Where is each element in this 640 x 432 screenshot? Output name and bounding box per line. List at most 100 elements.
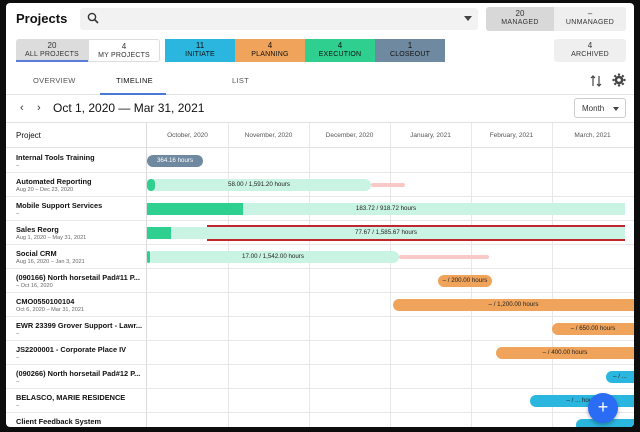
timeline-bar[interactable]: – / ... hours bbox=[530, 394, 634, 407]
unmanaged-count: – bbox=[587, 9, 593, 18]
project-row[interactable]: Sales Reorg Aug 1, 2020 – May 31, 2021 77.… bbox=[6, 221, 634, 245]
month-gridline bbox=[228, 123, 229, 427]
overdue-indicator bbox=[207, 239, 625, 241]
managed-count: 20 bbox=[515, 9, 525, 18]
progress-fill bbox=[147, 250, 150, 263]
project-name[interactable]: (090166) North horsetail Pad#11 P... bbox=[16, 273, 140, 282]
month-header: February, 2021 bbox=[489, 132, 534, 139]
project-name[interactable]: JS2200001 - Corporate Place IV bbox=[16, 345, 127, 354]
planning-label: PLANNING bbox=[251, 51, 289, 58]
my-projects-count: 4 bbox=[121, 42, 127, 51]
project-dates: – bbox=[16, 331, 20, 337]
all-projects-filter[interactable]: 20 ALL PROJECTS bbox=[16, 39, 88, 62]
planning-count: 4 bbox=[267, 41, 273, 50]
sort-icon[interactable] bbox=[590, 74, 602, 88]
project-name[interactable]: Automated Reporting bbox=[16, 177, 92, 186]
project-row[interactable]: EWR 23399 Grover Support - Lawr... – – / 6… bbox=[6, 317, 634, 341]
project-name[interactable]: CMO0550100104 bbox=[16, 297, 75, 306]
month-header: November, 2020 bbox=[244, 132, 293, 139]
project-name[interactable]: EWR 23399 Grover Support - Lawr... bbox=[16, 321, 143, 330]
archived-count: 4 bbox=[587, 41, 593, 50]
month-header: December, 2020 bbox=[325, 132, 374, 139]
project-row[interactable]: BELASCO, MARIE RESIDENCE – – / ... hours bbox=[6, 389, 634, 413]
project-row[interactable]: Mobile Support Services – 183.72 / 918.72 … bbox=[6, 197, 634, 221]
project-row[interactable]: (090266) North horsetail Pad#12 P... – – /… bbox=[6, 365, 634, 389]
project-name[interactable]: Client Feedback System bbox=[16, 417, 102, 426]
add-project-button[interactable]: + bbox=[588, 393, 618, 423]
project-row[interactable]: Social CRM Aug 16, 2020 – Jan 3, 2021 17.0… bbox=[6, 245, 634, 269]
month-gridline bbox=[390, 123, 391, 427]
project-name[interactable]: Mobile Support Services bbox=[16, 201, 103, 210]
view-tabs: OVERVIEW TIMELINE LIST bbox=[6, 69, 634, 95]
project-name[interactable]: BELASCO, MARIE RESIDENCE bbox=[16, 393, 126, 402]
project-name[interactable]: Sales Reorg bbox=[16, 225, 59, 234]
my-projects-label: MY PROJECTS bbox=[98, 52, 150, 59]
project-column-header: Project bbox=[16, 131, 41, 140]
timeline-bar[interactable]: – / 200.00 hours bbox=[438, 274, 492, 287]
next-range-button[interactable]: › bbox=[37, 102, 41, 114]
search-icon bbox=[87, 12, 99, 24]
timeline-bar[interactable]: 364.16 hours bbox=[147, 154, 203, 167]
timeline-grid: Project October, 2020 November, 2020 Dec… bbox=[6, 122, 634, 427]
project-dates: Aug 16, 2020 – Jan 3, 2021 bbox=[16, 259, 85, 265]
scale-value: Month bbox=[582, 104, 605, 113]
scale-select[interactable]: Month bbox=[574, 98, 626, 118]
tab-timeline[interactable]: TIMELINE bbox=[116, 76, 153, 85]
project-row[interactable]: (090166) North horsetail Pad#11 P... – Oc… bbox=[6, 269, 634, 293]
timeline-bar[interactable]: – / 400.00 hours bbox=[496, 346, 634, 359]
progress-fill bbox=[147, 226, 171, 239]
timeline-bar[interactable]: 183.72 / 918.72 hours bbox=[147, 202, 625, 215]
closeout-filter[interactable]: 1 CLOSEOUT bbox=[375, 39, 445, 62]
all-projects-label: ALL PROJECTS bbox=[25, 51, 79, 58]
project-name[interactable]: (090266) North horsetail Pad#12 P... bbox=[16, 369, 141, 378]
timeline-bar[interactable]: – / ... bbox=[606, 370, 634, 383]
timeline-bar[interactable]: – / 1,200.00 hours bbox=[393, 298, 634, 311]
project-dates: Aug 1, 2020 – May 31, 2021 bbox=[16, 235, 87, 241]
overdue-indicator bbox=[371, 182, 405, 187]
tab-overview[interactable]: OVERVIEW bbox=[33, 76, 76, 85]
timeline-bar[interactable]: 77.67 / 1,585.67 hours bbox=[147, 226, 625, 239]
app-window: Projects 20 MANAGED – UNMANAGED 20 ALL P… bbox=[6, 3, 634, 427]
archived-filter[interactable]: 4 ARCHIVED bbox=[554, 39, 626, 62]
month-header: January, 2021 bbox=[410, 132, 451, 139]
month-gridline bbox=[552, 123, 553, 427]
project-name[interactable]: Internal Tools Training bbox=[16, 153, 95, 162]
project-dates: – bbox=[16, 163, 20, 169]
unmanaged-label: UNMANAGED bbox=[565, 19, 615, 26]
unmanaged-filter[interactable]: – UNMANAGED bbox=[554, 7, 626, 31]
execution-filter[interactable]: 4 EXECUTION bbox=[305, 39, 375, 62]
archived-label: ARCHIVED bbox=[571, 51, 609, 58]
chevron-down-icon bbox=[613, 107, 619, 111]
search-input[interactable] bbox=[80, 8, 478, 30]
my-projects-filter[interactable]: 4 MY PROJECTS bbox=[88, 39, 160, 62]
timeline-bar[interactable]: – / 650.00 hours bbox=[552, 322, 634, 335]
tab-list[interactable]: LIST bbox=[232, 76, 250, 85]
project-row[interactable]: Internal Tools Training – 364.16 hours bbox=[6, 149, 634, 173]
overdue-indicator bbox=[207, 225, 625, 227]
project-row[interactable]: CMO0550100104 Oct 6, 2020 – Mar 31, 2021 –… bbox=[6, 293, 634, 317]
search-dropdown-icon[interactable] bbox=[464, 16, 472, 21]
page-title: Projects bbox=[16, 11, 68, 26]
timeline-bar[interactable]: 17.00 / 1,542.00 hours bbox=[147, 250, 399, 263]
planning-filter[interactable]: 4 PLANNING bbox=[235, 39, 305, 62]
managed-label: MANAGED bbox=[501, 19, 539, 26]
previous-range-button[interactable]: ‹ bbox=[20, 102, 24, 114]
gear-icon[interactable] bbox=[612, 73, 626, 87]
column-divider bbox=[146, 123, 147, 427]
timeline-header: Project October, 2020 November, 2020 Dec… bbox=[6, 123, 634, 148]
overdue-indicator bbox=[399, 254, 489, 259]
project-name[interactable]: Social CRM bbox=[16, 249, 57, 258]
project-row[interactable]: Client Feedback System– bbox=[6, 413, 634, 427]
all-projects-count: 20 bbox=[47, 41, 57, 50]
progress-fill bbox=[147, 178, 155, 191]
initiate-filter[interactable]: 11 INITIATE bbox=[165, 39, 235, 62]
active-tab-indicator bbox=[100, 93, 166, 95]
date-range: Oct 1, 2020 — Mar 31, 2021 bbox=[53, 101, 205, 115]
timeline-bar[interactable]: 58.00 / 1,591.20 hours bbox=[147, 178, 371, 191]
project-dates: – bbox=[16, 355, 20, 361]
managed-filter[interactable]: 20 MANAGED bbox=[486, 7, 554, 31]
project-row[interactable]: JS2200001 - Corporate Place IV – – / 400.0… bbox=[6, 341, 634, 365]
project-dates: Aug 20 – Dec 23, 2020 bbox=[16, 187, 74, 193]
project-row[interactable]: Automated Reporting Aug 20 – Dec 23, 2020… bbox=[6, 173, 634, 197]
closeout-label: CLOSEOUT bbox=[389, 51, 431, 58]
